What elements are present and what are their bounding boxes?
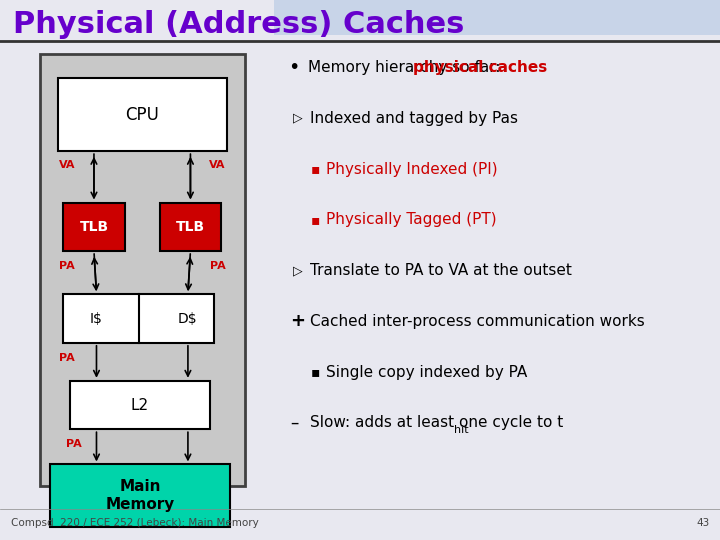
Text: ▷: ▷: [293, 112, 302, 125]
Text: Physically Tagged (PT): Physically Tagged (PT): [326, 212, 497, 227]
Bar: [58, 78, 227, 151]
Text: +: +: [290, 312, 305, 330]
Text: I$: I$: [90, 312, 103, 326]
Text: Slow: adds at least one cycle to t: Slow: adds at least one cycle to t: [310, 415, 563, 430]
Bar: [40, 54, 245, 486]
Text: Main
Memory: Main Memory: [106, 480, 175, 512]
Text: Indexed and tagged by Pas: Indexed and tagged by Pas: [310, 111, 518, 126]
Text: PA: PA: [66, 440, 81, 449]
Text: 43: 43: [696, 518, 709, 528]
Text: ▪: ▪: [311, 213, 320, 227]
Text: Translate to PA to VA at the outset: Translate to PA to VA at the outset: [310, 263, 572, 278]
Text: •: •: [288, 58, 300, 77]
Text: ▪: ▪: [311, 365, 320, 379]
Text: TLB: TLB: [176, 220, 205, 234]
Bar: [50, 464, 230, 526]
Text: PA: PA: [59, 353, 75, 363]
Text: TLB: TLB: [79, 220, 109, 234]
Text: –: –: [290, 414, 299, 432]
Text: CPU: CPU: [125, 106, 159, 124]
Bar: [274, 0, 720, 35]
Text: Single copy indexed by PA: Single copy indexed by PA: [326, 364, 528, 380]
Bar: [70, 381, 210, 429]
Text: VA: VA: [210, 160, 225, 170]
Bar: [160, 202, 221, 251]
Text: Compsd  220 / ECE 252 (Lebeck): Main Memory: Compsd 220 / ECE 252 (Lebeck): Main Memo…: [11, 518, 258, 528]
Text: L2: L2: [131, 397, 149, 413]
Text: VA: VA: [59, 160, 75, 170]
Text: Memory hierarchy so far:: Memory hierarchy so far:: [308, 60, 505, 75]
Text: Physical (Address) Caches: Physical (Address) Caches: [13, 10, 464, 39]
Bar: [63, 202, 125, 251]
Text: PA: PA: [59, 261, 75, 271]
Text: Physically Indexed (PI): Physically Indexed (PI): [326, 161, 498, 177]
Bar: [63, 294, 214, 343]
Text: physical caches: physical caches: [413, 60, 546, 75]
Text: D$: D$: [178, 312, 198, 326]
Text: PA: PA: [210, 261, 225, 271]
Text: Cached inter-process communication works: Cached inter-process communication works: [310, 314, 644, 329]
Text: hit: hit: [454, 426, 469, 435]
Text: ▪: ▪: [311, 162, 320, 176]
Text: ▷: ▷: [293, 264, 302, 277]
